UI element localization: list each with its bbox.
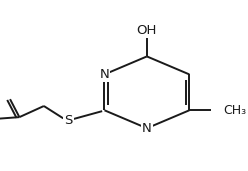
Text: N: N bbox=[100, 68, 109, 81]
Text: S: S bbox=[64, 114, 72, 127]
Text: OH: OH bbox=[137, 24, 157, 37]
Text: CH₃: CH₃ bbox=[223, 104, 246, 117]
Text: N: N bbox=[142, 122, 152, 135]
